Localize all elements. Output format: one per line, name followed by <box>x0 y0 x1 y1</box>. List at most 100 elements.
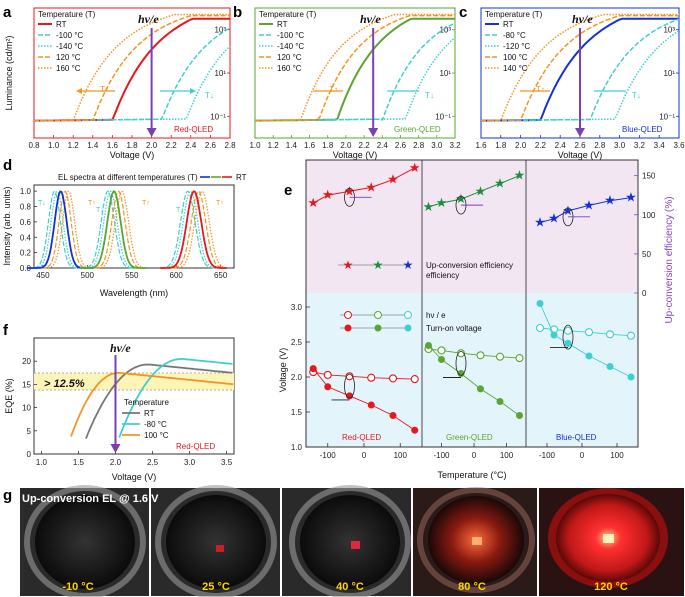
hv-point-e-0-3 <box>367 373 376 382</box>
ytick-label-e-4: 3.0 <box>291 303 303 312</box>
panel-label-a: a <box>3 4 12 21</box>
legend-label-a-0: RT <box>56 20 67 29</box>
ytick-label-c-2: 10³ <box>663 26 675 35</box>
photo-strip-g: -10 °C 25 °C 40 °C 80 °C <box>20 485 684 597</box>
hv-point-e-1-4 <box>495 352 505 361</box>
t-up-d3: T↑ <box>216 200 224 207</box>
photo-5-pixel <box>603 534 614 543</box>
xtick-label-e-0-2: 100 <box>394 451 408 460</box>
legend-f: RT -80 °C 100 °C <box>122 409 169 440</box>
ytick-label-e-3: 2.5 <box>291 338 303 347</box>
eff-star-e-2-0: ★ <box>534 215 546 230</box>
hv-point-e-2-4 <box>605 330 615 339</box>
xtick-label-e-1-2: 100 <box>500 451 514 460</box>
xtick-label-c-8: 3.2 <box>634 141 646 150</box>
ytick-label-b-0: 10⁻¹ <box>435 112 451 121</box>
photo-2-ring <box>155 485 277 597</box>
photo-4-ring <box>417 487 535 593</box>
device-label-a: Red-QLED <box>174 125 213 134</box>
legend-label-b-4: 160 °C <box>277 64 302 73</box>
t-up-b: T↑ <box>329 85 338 94</box>
legend-title-c: Temperature (T) <box>485 10 543 19</box>
xtick-label-e-0-1: 0 <box>362 451 367 460</box>
xtick-label-f-5: 3.5 <box>221 458 233 467</box>
legend-label-c-2: -120 °C <box>503 42 530 51</box>
lines-f <box>70 355 234 453</box>
xtick-label-d-3: 600 <box>170 271 184 280</box>
xtick-label-e-2-2: 100 <box>610 451 624 460</box>
xtick-label-a-6: 2.0 <box>146 141 158 150</box>
xtick-label-b-4: 1.8 <box>322 141 334 150</box>
t-down-d2: T↓ <box>96 207 104 214</box>
ticks-e: 1.0 1.5 2.0 2.5 3.0 0 50 100 150 -100 0 100 -100 0 100… <box>291 172 656 460</box>
xtick-label-c-5: 2.6 <box>574 141 586 150</box>
panel-label-d: d <box>3 157 12 174</box>
hv-label-a: hν/e <box>138 12 159 26</box>
legend-label-a-4: 160 °C <box>56 64 81 73</box>
legend-eff-label-2: efficiency <box>426 271 459 280</box>
t-down-c: T↓ <box>632 91 641 100</box>
hv-arrowhead-b <box>368 128 379 137</box>
spectrum-d-2-0 <box>160 190 227 269</box>
ytick-label-e-0: 1.0 <box>291 443 303 452</box>
hv-point-e-2-2 <box>563 326 573 335</box>
photo-3-ring <box>289 485 411 597</box>
ytick-label-c-1: 10¹ <box>663 69 675 78</box>
v-oval-e-0 <box>344 373 355 399</box>
xlabel-e: Temperature (°C) <box>437 470 506 480</box>
legend-label-b-1: -100 °C <box>277 31 304 40</box>
legend-hv-label: hν / e <box>426 311 446 320</box>
ytick-label-b-2: 10³ <box>439 26 451 35</box>
turnon-point-e-2-5 <box>627 373 635 381</box>
xtick-label-e-2-1: 0 <box>580 451 585 460</box>
xtick-label-c-4: 2.4 <box>555 141 567 150</box>
legend-to-green <box>374 324 382 332</box>
xtick-label-d-2: 550 <box>125 271 139 280</box>
eff-star-e-1-1: ★ <box>436 195 448 210</box>
ytick-label-b-1: 10¹ <box>439 69 451 78</box>
chart-b: 1.0 1.2 1.4 1.6 1.8 2.0 2.2 2.4 2.6 2.8 3.0 3.2 10⁻¹… <box>249 7 461 160</box>
curve-c-4 <box>480 13 679 122</box>
panel-label-e: e <box>284 182 292 199</box>
panel-label-b: b <box>233 4 242 21</box>
ytick-label-d-3: 0.6 <box>20 218 32 227</box>
turnon-point-e-1-4 <box>496 398 504 405</box>
lines-d <box>26 190 227 269</box>
t-down-d3: T↓ <box>176 207 184 214</box>
legend-hv-green <box>374 311 382 319</box>
legend-label-c-4: 140 °C <box>503 64 528 73</box>
title-d: EL spectra at different temperatures (T) <box>58 173 198 182</box>
photo-strip-title: Up-conversion EL @ 1.6 V <box>22 493 159 505</box>
eqe-curve-f-2 <box>70 371 234 437</box>
legend-c: RT -80 °C -120 °C 100 °C 140 °C <box>485 20 530 73</box>
turnon-point-e-1-5 <box>516 412 523 419</box>
ytick-right-label-e-1: 50 <box>642 250 651 259</box>
xtick-label-f-3: 2.5 <box>147 458 159 467</box>
xtick-label-e-1-0: -100 <box>433 451 450 460</box>
curve-b-4 <box>254 13 455 122</box>
ytick-label-f-0: 0 <box>27 450 32 459</box>
legend-star-green: ★ <box>373 258 384 272</box>
ytick-label-e-2: 2.0 <box>291 373 303 382</box>
xtick-label-e-1-1: 0 <box>472 451 477 460</box>
eff-star-e-0-5: ★ <box>409 160 421 175</box>
xtick-label-a-3: 1.4 <box>87 141 99 150</box>
bg-top-green <box>422 160 526 293</box>
hv-label-c: hν/e <box>572 12 593 26</box>
annotation-f: > 12.5% <box>44 378 85 390</box>
ytick-label-a-2: 10³ <box>214 26 226 35</box>
legend-eff-label: Up-conversion efficiency <box>426 261 513 270</box>
device-label-b: Green-QLED <box>394 125 441 134</box>
xtick-label-c-3: 2.2 <box>535 141 547 150</box>
hv-label-b: hν/e <box>360 12 381 26</box>
eff-star-e-2-5: ★ <box>625 190 637 205</box>
eff-star-e-0-0: ★ <box>307 195 319 210</box>
legend-b: RT -100 °C -140 °C 120 °C 160 °C <box>259 20 304 73</box>
ytick-label-f-3: 15 <box>22 380 31 389</box>
legend-to-blue <box>404 324 412 332</box>
panel-label-c: c <box>459 4 467 21</box>
xtick-label-b-6: 2.2 <box>359 141 371 150</box>
legend-label-c-1: -80 °C <box>503 31 526 40</box>
xtick-label-e-2-0: -100 <box>539 451 556 460</box>
